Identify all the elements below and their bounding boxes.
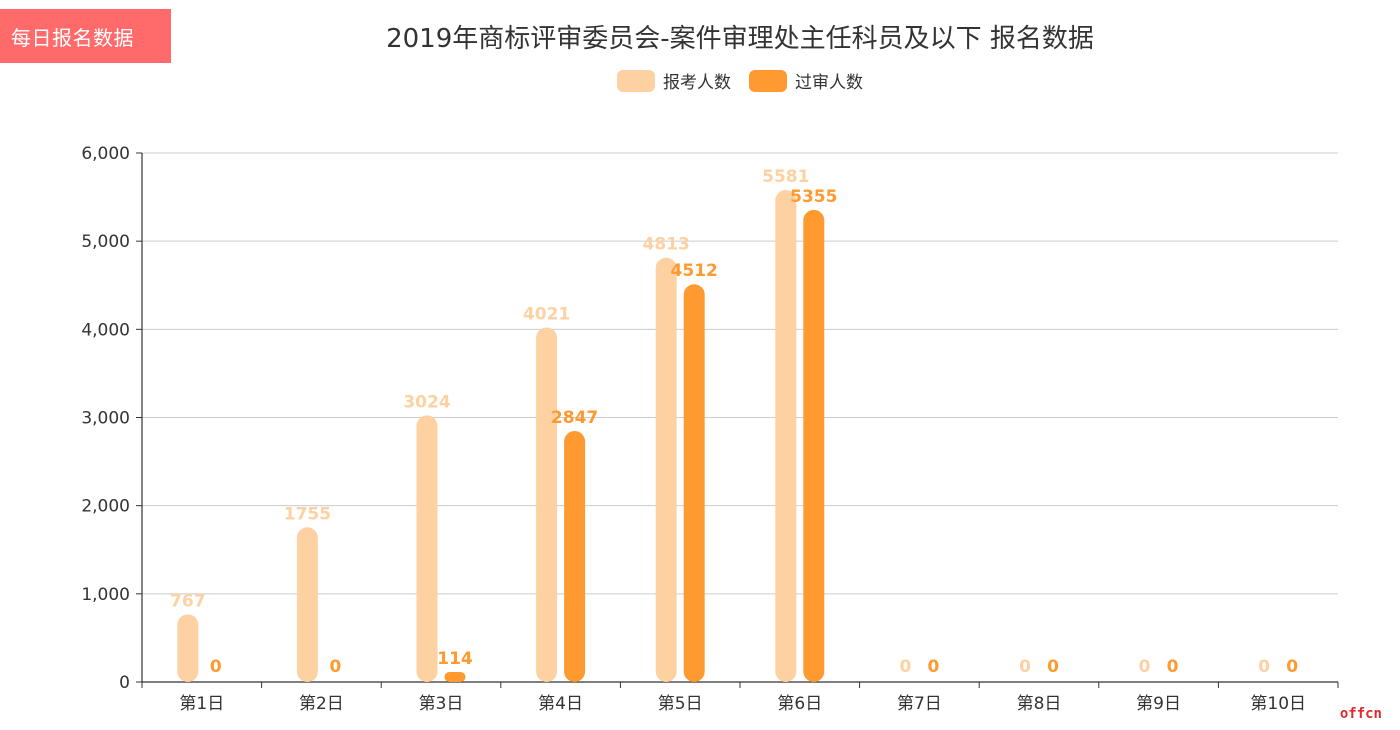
data-label-series-2: 5355 bbox=[790, 187, 837, 207]
y-tick-label: 5,000 bbox=[81, 232, 130, 252]
offcn-watermark: offcn bbox=[1339, 706, 1382, 722]
bar-series-1 bbox=[655, 257, 677, 682]
x-tick-label: 第10日 bbox=[1250, 694, 1306, 714]
x-tick-label: 第3日 bbox=[419, 694, 464, 714]
x-tick-label: 第6日 bbox=[777, 694, 822, 714]
legend-label-series-2: 过审人数 bbox=[795, 73, 863, 93]
bar-series-2 bbox=[444, 671, 466, 682]
legend-item-series-1[interactable]: 报考人数 bbox=[617, 68, 731, 93]
daily-data-badge: 每日报名数据 bbox=[0, 9, 171, 63]
data-label-series-1: 5581 bbox=[762, 167, 809, 187]
data-label-series-1: 0 bbox=[899, 657, 911, 677]
bar-series-2 bbox=[803, 209, 825, 682]
badge-label: 每日报名数据 bbox=[11, 25, 134, 50]
bar-series-1 bbox=[416, 415, 438, 682]
legend-label-series-1: 报考人数 bbox=[663, 73, 731, 93]
data-label-series-1: 3024 bbox=[403, 392, 450, 412]
x-tick-label: 第4日 bbox=[538, 694, 583, 714]
data-label-series-1: 0 bbox=[1019, 657, 1031, 677]
data-label-series-2: 4512 bbox=[671, 261, 718, 281]
y-tick-label: 1,000 bbox=[81, 585, 130, 605]
bar-series-1 bbox=[775, 189, 797, 682]
data-label-series-2: 114 bbox=[437, 649, 473, 669]
x-tick-label: 第7日 bbox=[897, 694, 942, 714]
chart-title: 2019年商标评审委员会-案件审理处主任科员及以下 报名数据 bbox=[386, 24, 1094, 54]
y-tick-label: 2,000 bbox=[81, 497, 130, 517]
data-label-series-2: 0 bbox=[927, 657, 939, 677]
x-tick-label: 第8日 bbox=[1017, 694, 1062, 714]
data-label-series-1: 1755 bbox=[284, 504, 331, 524]
y-tick-label: 4,000 bbox=[81, 320, 130, 340]
data-label-series-2: 0 bbox=[1047, 657, 1059, 677]
data-label-series-1: 4813 bbox=[643, 235, 690, 255]
y-tick-label: 0 bbox=[119, 673, 130, 693]
y-tick-label: 3,000 bbox=[81, 409, 130, 429]
legend-swatch-series-1 bbox=[617, 69, 655, 92]
bar-series-1 bbox=[296, 527, 318, 682]
data-label-series-2: 0 bbox=[1286, 657, 1298, 677]
data-label-series-1: 767 bbox=[170, 591, 206, 611]
data-label-series-1: 0 bbox=[1258, 657, 1270, 677]
x-tick-label: 第1日 bbox=[179, 694, 224, 714]
bar-series-1 bbox=[177, 614, 199, 682]
x-tick-label: 第9日 bbox=[1136, 694, 1181, 714]
data-label-series-2: 0 bbox=[210, 657, 222, 677]
chart-legend: 报考人数 过审人数 bbox=[80, 68, 1400, 93]
y-tick-label: 6,000 bbox=[81, 144, 130, 164]
data-label-series-1: 4021 bbox=[523, 304, 570, 324]
data-label-series-2: 0 bbox=[1167, 657, 1179, 677]
bar-series-1 bbox=[536, 327, 558, 682]
data-label-series-2: 0 bbox=[329, 657, 341, 677]
bar-series-2 bbox=[564, 430, 586, 682]
data-label-series-1: 0 bbox=[1139, 657, 1151, 677]
x-tick-label: 第5日 bbox=[658, 694, 703, 714]
legend-item-series-2[interactable]: 过审人数 bbox=[749, 68, 863, 93]
data-label-series-2: 2847 bbox=[551, 408, 598, 428]
bar-series-2 bbox=[683, 284, 705, 682]
legend-swatch-series-2 bbox=[749, 69, 787, 92]
x-tick-label: 第2日 bbox=[299, 694, 344, 714]
